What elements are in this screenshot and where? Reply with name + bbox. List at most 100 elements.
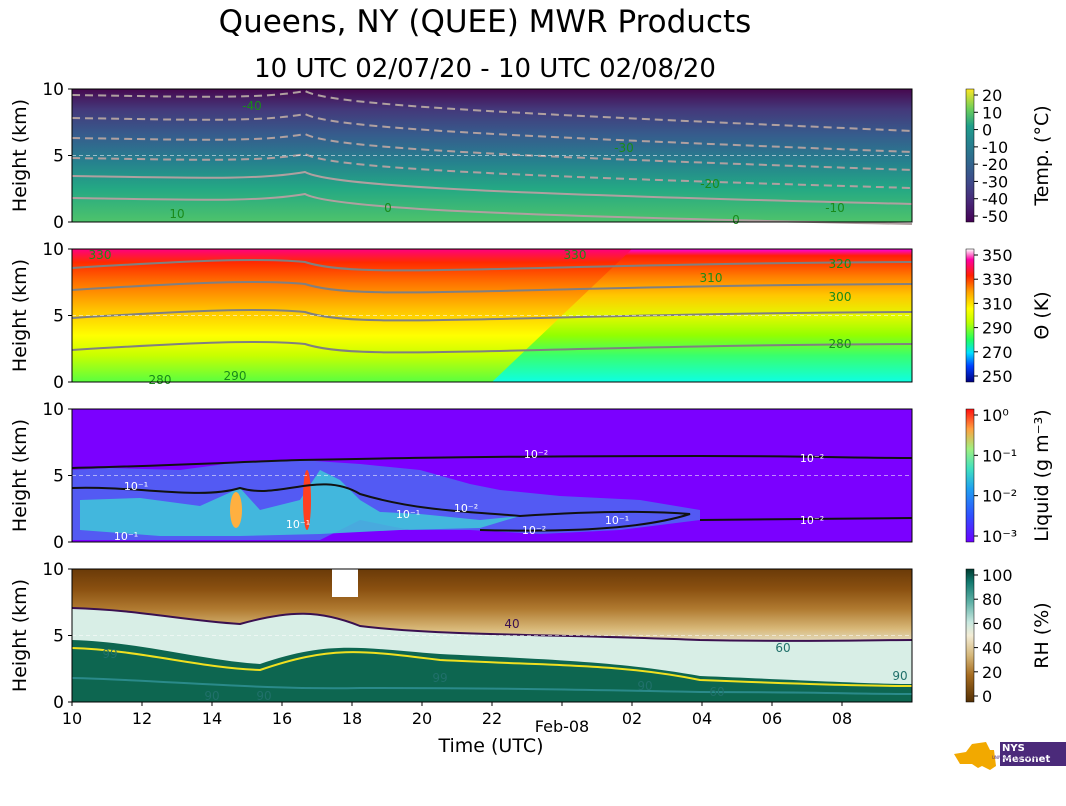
contour-line (71, 454, 913, 469)
y-tick-label: 10 (42, 240, 64, 260)
contour-line (71, 483, 691, 532)
colorbar-tick-label: 80 (982, 590, 1002, 609)
contour-label: 10⁻¹ (605, 514, 629, 527)
colorbar-tick-label: 100 (982, 566, 1013, 585)
colorbar-tick-label: 270 (982, 343, 1013, 362)
contour-label: 310 (700, 271, 723, 285)
y-tick-label: 5 (53, 307, 64, 327)
y-tick-label: 0 (53, 373, 64, 393)
rh-missing (332, 569, 358, 597)
y-tick-label: 10 (42, 80, 64, 100)
contour-label: 300 (829, 290, 852, 304)
colorbar-tick-label: -10 (982, 138, 1008, 157)
colorbar-tick-label: 10⁻¹ (982, 446, 1017, 465)
logo-text: NYS Mesonet (1000, 742, 1066, 766)
contour-line (699, 517, 913, 521)
contour-label: 280 (829, 337, 852, 351)
contour-label: 10⁻¹ (124, 480, 148, 493)
contour-line (71, 281, 913, 294)
contour-label: 280 (149, 373, 172, 387)
contour-label: 60 (709, 685, 724, 699)
figure-title: Queens, NY (QUEE) MWR Products (218, 4, 752, 40)
colorbar-label: Θ (K) (1031, 291, 1053, 339)
y-axis-label: Height (km) (9, 99, 31, 212)
contour-label: 10⁻¹ (286, 518, 310, 531)
colorbar-tick-label: 20 (982, 86, 1002, 105)
contour-label: -30 (614, 141, 634, 155)
x-axis-label: Time (UTC) (437, 735, 543, 757)
colorbar-tick-label: 10⁰ (982, 406, 1009, 425)
colorbar-tick-label: 0 (982, 687, 992, 706)
contour-label: 10⁻² (800, 452, 824, 465)
contour-label: -10 (825, 201, 845, 215)
contour-label: 99 (432, 671, 447, 685)
y-tick-label: 10 (42, 560, 64, 580)
contour-line (71, 677, 913, 695)
contour-line (71, 170, 913, 205)
colorbar-tick-label: 60 (982, 614, 1002, 633)
panel-2: 330 330 310 320 300 280 290 280 0 5 10 Height (km) 3… (9, 240, 1053, 393)
contour-label: 90 (892, 669, 907, 683)
contour-label: 40 (504, 617, 519, 631)
colorbar-label: RH (%) (1031, 602, 1053, 668)
x-tick-label: 20 (412, 709, 432, 728)
x-tick-label: 22 (482, 709, 502, 728)
contour-label: 99 (102, 647, 117, 661)
contour-label: 330 (564, 248, 587, 262)
figure-subtitle: 10 UTC 02/07/20 - 10 UTC 02/08/20 (254, 54, 716, 84)
colorbar (965, 408, 975, 543)
contour-label: 10⁻¹ (396, 508, 420, 521)
liquid-core (80, 470, 520, 536)
contour-label: 320 (829, 257, 852, 271)
contour-line (71, 192, 913, 225)
colorbar-tick-label: 10⁻³ (982, 527, 1017, 546)
contour-label: 10 (169, 207, 184, 221)
contour-line (71, 607, 913, 642)
colorbar-tick-label: 290 (982, 319, 1013, 338)
colorbar-tick-label: 0 (982, 121, 992, 140)
y-tick-label: 5 (53, 627, 64, 647)
x-tick-label: 12 (132, 709, 152, 728)
x-tick-label: 08 (832, 709, 852, 728)
logo-subtext: UNIVERSITY AT ALBANY (992, 755, 1040, 760)
contour-label: 10⁻¹ (114, 530, 138, 543)
y-tick-label: 10 (42, 400, 64, 420)
contour-line (71, 112, 913, 153)
colorbar-tick-label: 250 (982, 367, 1013, 386)
contour-label: 10⁻² (800, 514, 824, 527)
contour-line (71, 259, 913, 272)
contour-line (71, 89, 913, 132)
panel-3: 10⁻² 10⁻² 10⁻¹ 10⁻¹ 10⁻² 10⁻² 10⁻¹ 10⁻² 10⁻¹ 10⁻¹… (9, 400, 1053, 553)
colorbar-tick-label: -30 (982, 172, 1008, 191)
x-tick-label: 14 (202, 709, 222, 728)
y-tick-label: 0 (53, 213, 64, 233)
colorbar-tick-label: 330 (982, 270, 1013, 289)
contour-label: 330 (89, 248, 112, 262)
colorbar-tick-label: 20 (982, 663, 1002, 682)
x-tick-label: 04 (692, 709, 712, 728)
x-date-label: Feb-08 (535, 717, 589, 736)
contour-line (71, 647, 913, 687)
contour-line (71, 341, 913, 354)
colorbar-tick-label: -50 (982, 207, 1008, 226)
contour-label: -40 (242, 99, 262, 113)
panel-4: 40 99 99 60 60 90 90 90 90 0 5 10 Height (km) 100 80 60… (9, 560, 1053, 713)
y-axis-label: Height (km) (9, 259, 31, 372)
y-tick-label: 0 (53, 533, 64, 553)
colorbar (965, 88, 975, 223)
contour-label: 90 (637, 679, 652, 693)
contour-label: 0 (384, 201, 392, 215)
colorbar (965, 568, 975, 703)
colorbar (965, 248, 975, 383)
contour-label: 90 (256, 689, 271, 703)
colorbar-tick-label: 40 (982, 639, 1002, 658)
colorbar-tick-label: 10 (982, 103, 1002, 122)
colorbar-label: Liquid (g m⁻³) (1031, 409, 1053, 541)
colorbar-tick-label: 10⁻² (982, 487, 1017, 506)
contour-label: 90 (204, 689, 219, 703)
x-tick-label: 10 (62, 709, 82, 728)
colorbar-tick-label: -20 (982, 155, 1008, 174)
contour-label: -20 (700, 177, 720, 191)
contour-label: 10⁻² (524, 448, 548, 461)
